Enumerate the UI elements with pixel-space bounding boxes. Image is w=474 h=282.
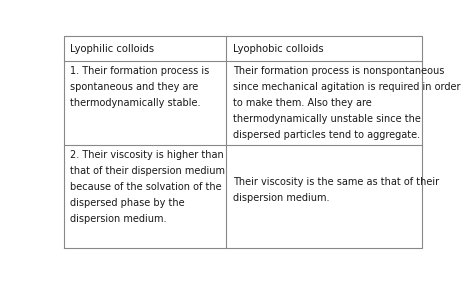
Text: Lyophobic colloids: Lyophobic colloids [233, 44, 324, 54]
Text: 1. Their formation process is
spontaneous and they are
thermodynamically stable.: 1. Their formation process is spontaneou… [70, 66, 210, 108]
Text: 2. Their viscosity is higher than
that of their dispersion medium
because of the: 2. Their viscosity is higher than that o… [70, 150, 225, 224]
Text: Their formation process is nonspontaneous
since mechanical agitation is required: Their formation process is nonspontaneou… [233, 66, 461, 140]
Text: Lyophilic colloids: Lyophilic colloids [70, 44, 155, 54]
Text: Their viscosity is the same as that of their
dispersion medium.: Their viscosity is the same as that of t… [233, 177, 439, 203]
